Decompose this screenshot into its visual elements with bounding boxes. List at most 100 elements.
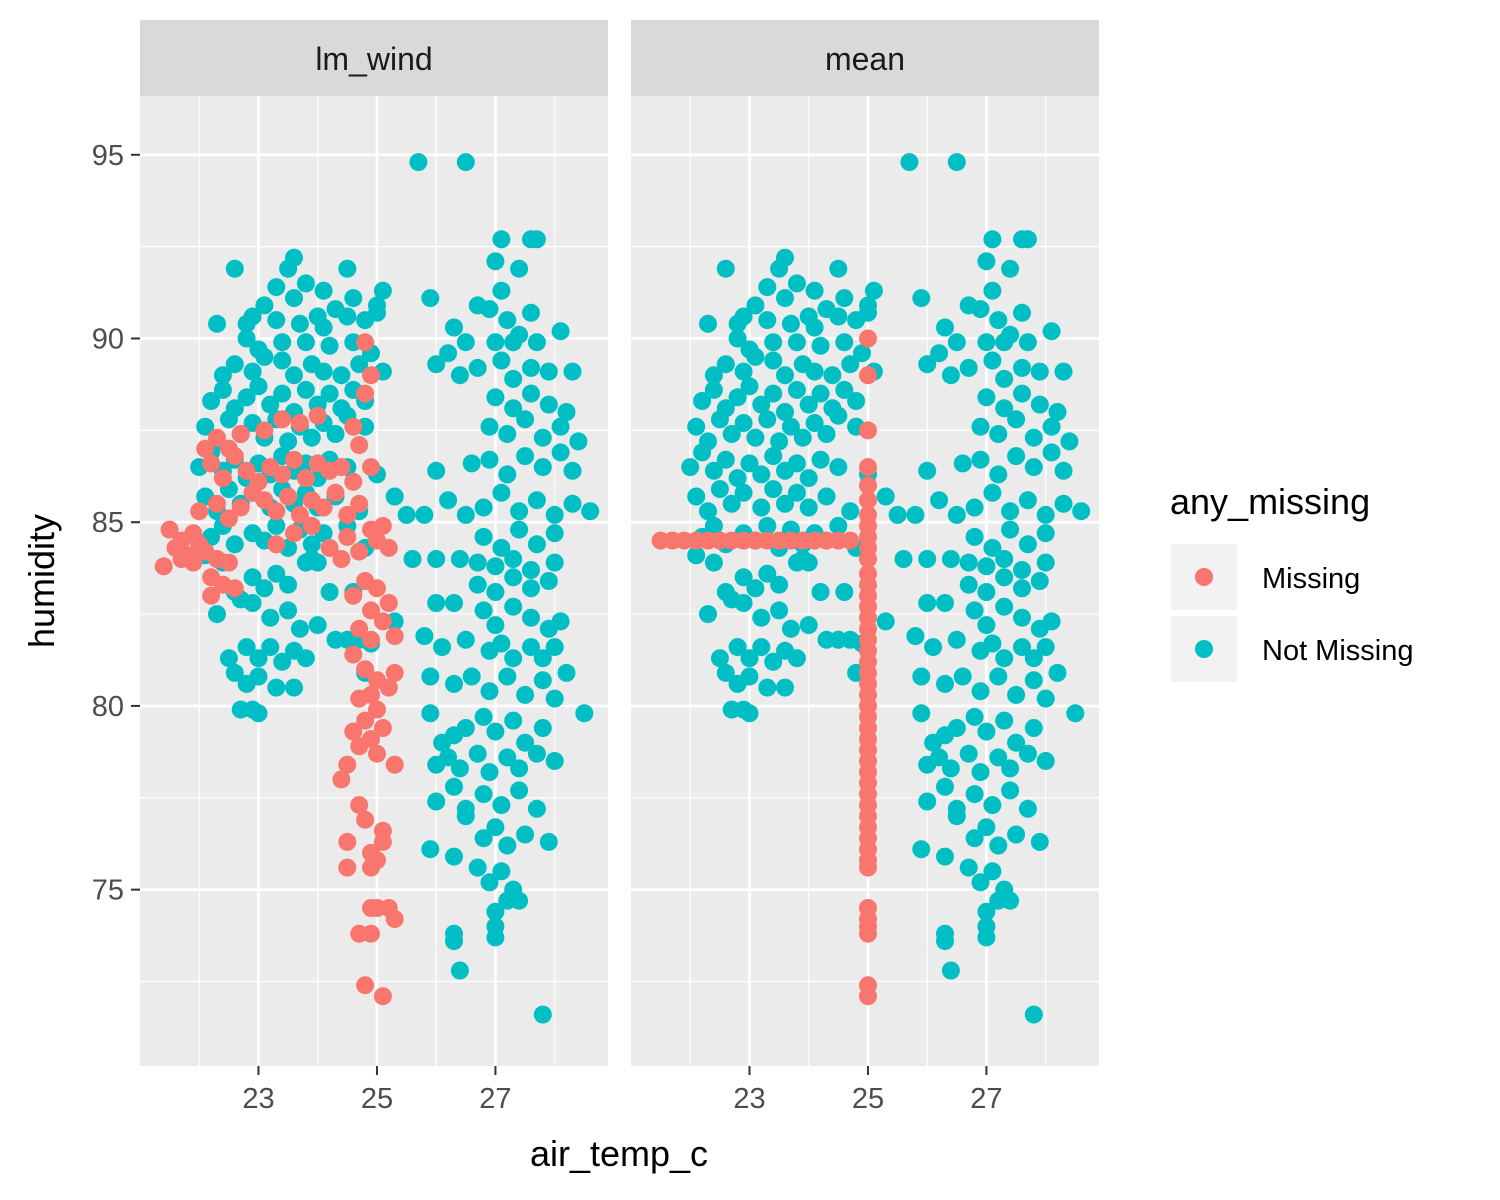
point-not-missing xyxy=(267,278,286,297)
point-missing xyxy=(350,436,369,455)
point-not-missing xyxy=(781,417,800,436)
point-missing xyxy=(859,476,877,495)
legend-swatch-missing xyxy=(1195,568,1213,586)
point-not-missing xyxy=(971,763,990,782)
point-not-missing xyxy=(1024,458,1043,477)
point-missing xyxy=(338,858,357,877)
point-not-missing xyxy=(1042,322,1061,341)
point-not-missing xyxy=(1048,663,1067,682)
point-not-missing xyxy=(764,333,783,352)
point-not-missing xyxy=(959,358,978,377)
point-not-missing xyxy=(533,671,552,690)
point-not-missing xyxy=(1024,649,1043,668)
point-not-missing xyxy=(314,362,333,381)
point-not-missing xyxy=(740,667,759,686)
point-not-missing xyxy=(261,608,280,627)
point-not-missing xyxy=(462,667,481,686)
point-not-missing xyxy=(859,303,877,322)
point-not-missing xyxy=(551,443,570,462)
point-not-missing xyxy=(1072,502,1091,521)
point-not-missing xyxy=(776,366,794,385)
point-missing xyxy=(356,333,375,352)
point-missing xyxy=(338,527,357,546)
point-not-missing xyxy=(563,461,582,480)
point-not-missing xyxy=(326,425,345,443)
point-not-missing xyxy=(687,417,706,436)
point-not-missing xyxy=(273,384,292,403)
legend: any_missing Missing Not Missing xyxy=(1170,481,1414,682)
point-not-missing xyxy=(527,535,546,554)
point-not-missing xyxy=(510,259,529,278)
point-not-missing xyxy=(811,336,830,355)
point-not-missing xyxy=(273,652,292,671)
point-not-missing xyxy=(474,527,493,546)
point-not-missing xyxy=(918,594,937,612)
point-not-missing xyxy=(722,494,741,513)
point-not-missing xyxy=(1001,891,1020,910)
point-not-missing xyxy=(977,252,996,271)
point-not-missing xyxy=(522,358,540,377)
point-not-missing xyxy=(338,630,357,649)
point-not-missing xyxy=(681,458,700,477)
point-not-missing xyxy=(545,638,564,657)
point-not-missing xyxy=(1060,432,1079,451)
point-missing xyxy=(332,550,351,568)
point-not-missing xyxy=(486,722,505,741)
legend-swatch-not-missing xyxy=(1195,640,1213,658)
point-not-missing xyxy=(498,465,517,484)
point-not-missing xyxy=(1042,612,1061,631)
point-not-missing xyxy=(296,380,315,399)
point-not-missing xyxy=(225,663,244,682)
point-not-missing xyxy=(734,594,753,612)
point-missing xyxy=(320,538,339,557)
point-missing xyxy=(338,832,357,851)
point-missing xyxy=(859,491,877,510)
point-not-missing xyxy=(569,432,588,451)
point-not-missing xyxy=(947,630,966,649)
point-not-missing xyxy=(995,369,1014,388)
point-not-missing xyxy=(456,630,475,649)
point-not-missing xyxy=(510,520,529,539)
point-not-missing xyxy=(953,667,972,686)
point-not-missing xyxy=(510,891,529,910)
point-not-missing xyxy=(728,469,747,488)
point-not-missing xyxy=(498,836,517,855)
point-not-missing xyxy=(373,281,392,300)
point-not-missing xyxy=(510,502,529,521)
point-not-missing xyxy=(758,278,777,297)
point-not-missing xyxy=(704,366,723,385)
point-not-missing xyxy=(936,318,954,337)
point-not-missing xyxy=(492,351,511,370)
point-not-missing xyxy=(1048,403,1067,421)
point-not-missing xyxy=(983,538,1002,557)
point-not-missing xyxy=(989,836,1008,855)
point-not-missing xyxy=(687,487,706,506)
point-not-missing xyxy=(522,561,540,579)
point-not-missing xyxy=(498,667,517,686)
point-not-missing xyxy=(876,487,895,506)
x-axis-lm-wind: 23 25 27 xyxy=(242,1066,512,1115)
point-missing xyxy=(379,678,398,697)
point-not-missing xyxy=(947,333,966,352)
point-not-missing xyxy=(522,608,540,627)
point-not-missing xyxy=(912,840,931,859)
point-not-missing xyxy=(781,619,800,638)
point-not-missing xyxy=(936,777,954,796)
point-not-missing xyxy=(255,347,274,366)
point-not-missing xyxy=(249,667,268,686)
point-missing xyxy=(237,461,256,480)
point-not-missing xyxy=(1018,799,1037,818)
y-tick-label: 95 xyxy=(92,140,124,172)
point-missing xyxy=(373,612,392,631)
point-not-missing xyxy=(1066,704,1085,723)
point-not-missing xyxy=(545,689,564,708)
point-missing xyxy=(338,755,357,774)
point-not-missing xyxy=(433,638,452,657)
point-missing xyxy=(249,472,268,491)
point-not-missing xyxy=(965,498,984,517)
point-missing xyxy=(285,524,303,543)
point-missing xyxy=(296,469,315,488)
point-not-missing xyxy=(876,612,895,631)
point-not-missing xyxy=(267,311,286,330)
